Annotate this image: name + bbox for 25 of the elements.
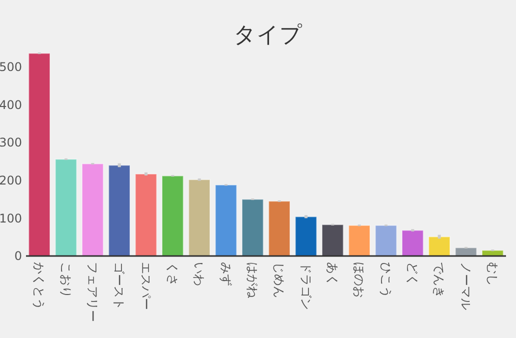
x-tick-label: ドラゴン [298,262,313,310]
x-tick-label: こおり [58,262,73,298]
x-tick-label: フェアリー [85,262,100,322]
x-tick-label: ゴースト [112,262,126,310]
x-tick-label: どく [405,262,420,286]
y-tick-label: 100 [0,211,22,226]
y-tick-label: 200 [0,174,22,188]
x-tick-label: かくとう [32,262,46,310]
x-tick-label: ノーマル [458,262,473,310]
x-tick-label: ほのお [352,262,366,298]
x-tick-label: みず [218,262,233,286]
x-tick-label: じめん [272,262,286,298]
x-tick-label: いわ [192,262,206,286]
y-tick-label: 400 [0,98,22,112]
x-tick-label: むし [485,262,500,286]
y-tick-label: 500 [0,60,22,74]
x-tick-label: はがね [245,262,260,299]
x-tick-label: くさ [165,262,180,286]
y-tick-label: 300 [0,136,22,150]
y-tick-label: 0 [14,249,22,264]
x-tick-label: ひこう [378,262,393,298]
x-tick-label: エスパー [138,262,153,310]
x-tick-label: あく [325,262,340,286]
x-tick-label: でんき [432,262,446,298]
chart-title: タイプ [234,23,302,48]
